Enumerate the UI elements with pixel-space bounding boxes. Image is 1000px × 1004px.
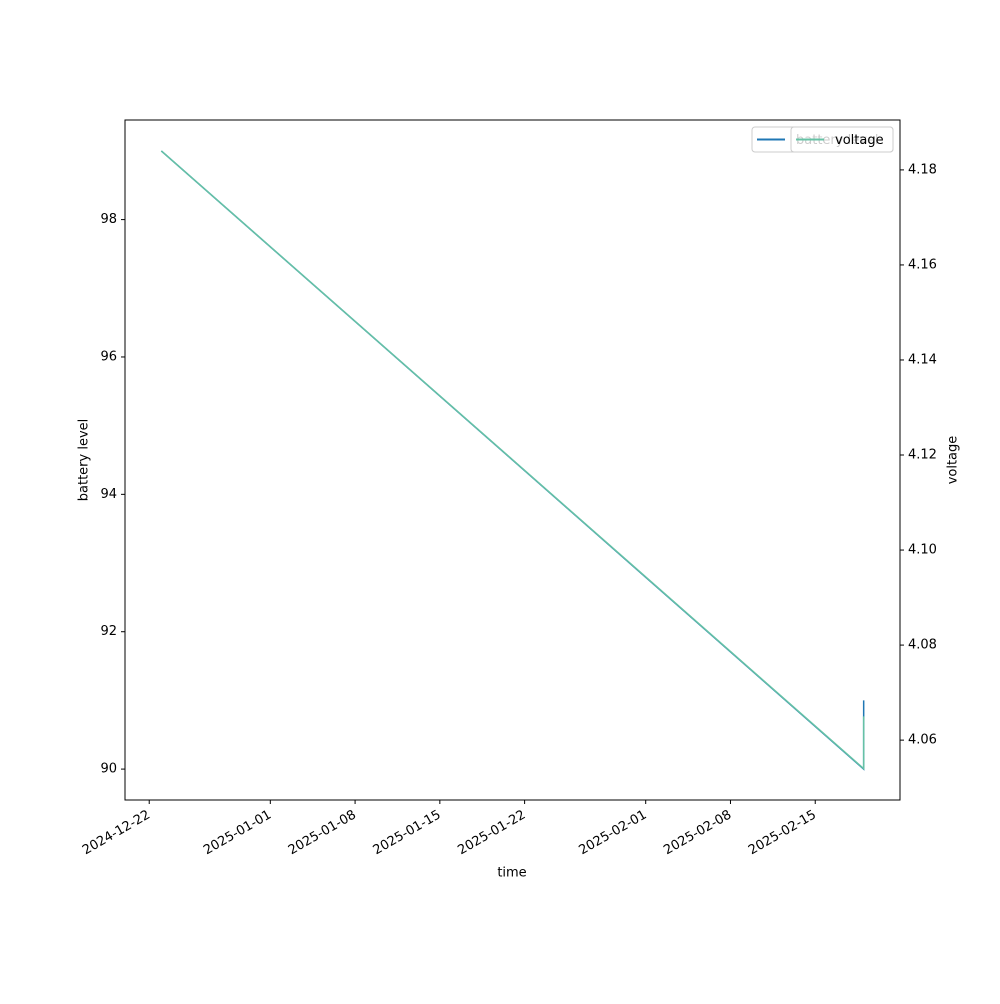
y-tick-label: 90 <box>100 762 117 777</box>
y-tick-label: 96 <box>100 349 117 364</box>
y2-tick-label: 4.10 <box>908 543 937 558</box>
y2-tick-label: 4.18 <box>908 162 937 177</box>
y2-axis-label: voltage <box>946 436 961 485</box>
y2-tick-label: 4.12 <box>908 448 937 463</box>
plot-frame <box>124 119 901 801</box>
x-axis-label: time <box>497 866 526 881</box>
y2-tick-label: 4.16 <box>908 257 937 272</box>
y-axis-label: battery level <box>77 419 92 502</box>
series-line <box>160 150 865 771</box>
y-tick-label: 98 <box>100 212 117 227</box>
y-tick-label: 94 <box>100 487 117 502</box>
y2-tick-label: 4.08 <box>908 638 937 653</box>
legend-label: voltage <box>835 133 884 148</box>
y2-tick-label: 4.14 <box>908 352 937 367</box>
y-tick-label: 92 <box>100 624 117 639</box>
legend-box <box>790 126 894 153</box>
y2-tick-label: 4.06 <box>908 733 937 748</box>
